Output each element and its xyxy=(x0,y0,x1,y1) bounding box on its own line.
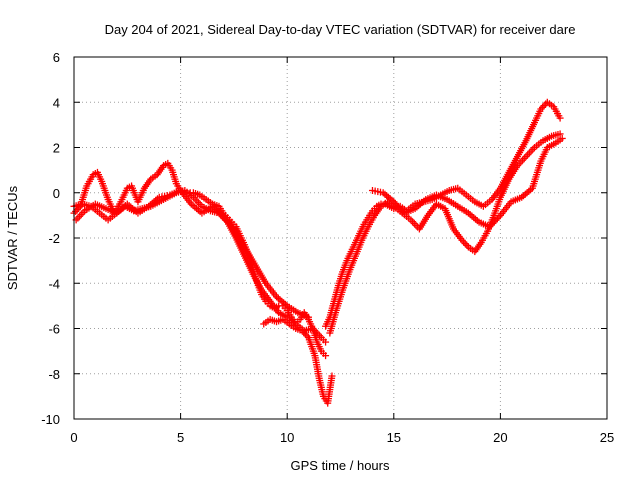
x-tick-label: 25 xyxy=(600,430,614,445)
y-tick-label: -2 xyxy=(48,231,60,246)
data-point-interp xyxy=(495,213,503,221)
chart-title: Day 204 of 2021, Sidereal Day-to-day VTE… xyxy=(105,22,576,37)
data-point-interp xyxy=(492,216,500,224)
y-tick-label: -4 xyxy=(48,276,60,291)
y-tick-label: 6 xyxy=(53,50,60,65)
data-point-interp xyxy=(489,219,497,227)
data-point-interp xyxy=(393,201,401,209)
gridlines xyxy=(74,57,607,419)
y-axis-label: SDTVAR / TECUs xyxy=(5,185,20,290)
y-tick-label: 0 xyxy=(53,186,60,201)
x-tick-label: 10 xyxy=(280,430,294,445)
data-point xyxy=(328,372,336,380)
y-tick-label: 4 xyxy=(53,95,60,110)
data-point-interp xyxy=(396,204,404,212)
x-tick-label: 0 xyxy=(70,430,77,445)
data-point xyxy=(486,223,494,231)
data-point-interp xyxy=(490,218,498,226)
y-tick-label: -10 xyxy=(41,412,60,427)
axis-ticks xyxy=(73,56,608,420)
data-point xyxy=(322,352,330,360)
data-point xyxy=(322,338,330,346)
x-tick-label: 20 xyxy=(493,430,507,445)
x-tick-label: 5 xyxy=(177,430,184,445)
data-point xyxy=(390,198,398,206)
data-point xyxy=(305,313,313,321)
y-tick-labels: -10 -8 -6 -4 -2 0 2 4 6 xyxy=(41,50,60,427)
data-point-interp xyxy=(487,221,495,229)
data-points xyxy=(70,98,566,407)
data-point xyxy=(558,134,566,142)
data-point-interp xyxy=(397,206,405,214)
y-tick-label: 2 xyxy=(53,141,60,156)
data-point-interp xyxy=(394,203,402,211)
x-tick-labels: 0 5 10 15 20 25 xyxy=(70,430,614,445)
y-tick-label: -8 xyxy=(48,367,60,382)
data-point xyxy=(556,114,564,122)
data-point-interp xyxy=(391,199,399,207)
y-tick-label: -6 xyxy=(48,322,60,337)
x-tick-label: 15 xyxy=(387,430,401,445)
x-axis-label: GPS time / hours xyxy=(291,458,390,473)
data-point-interp xyxy=(493,215,501,223)
data-point xyxy=(556,130,564,138)
